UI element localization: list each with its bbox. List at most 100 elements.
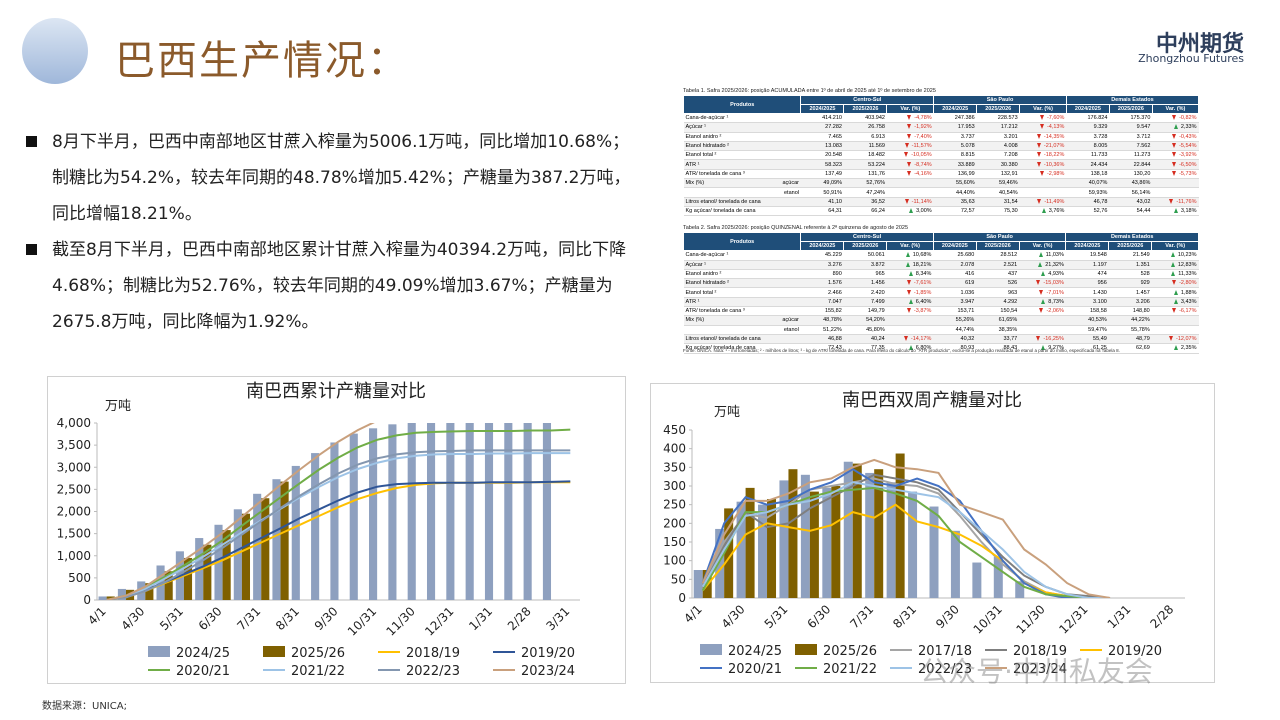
table-cell: 619 (933, 278, 977, 289)
table-cell: 474 (1065, 269, 1109, 280)
x-tick-label: 10/31 (345, 604, 379, 638)
legend-swatch (795, 644, 817, 655)
table-cell: -2,06% (1019, 306, 1066, 317)
table-cell: ATR ¹ (683, 297, 801, 308)
table-cell: 3.872 (843, 260, 887, 270)
table-cell: 3,18% (1152, 206, 1199, 217)
table-cell: Etanol hidratado ² (683, 141, 801, 152)
table-cell: Etanol total ² (683, 150, 801, 161)
legend-label: 2020/21 (728, 662, 782, 677)
header-row: 2024/2025 2025/2026 Var. (%) 2024/2025 2025/… (684, 104, 1200, 114)
table-cell: 3.712 (1109, 132, 1153, 142)
source: 数据来源：UNICA; (42, 701, 127, 712)
table-cell: 47,24% (843, 187, 887, 198)
table-cell: 50.061 (843, 250, 887, 261)
header-cell: Produtos (682, 95, 802, 114)
y-tick-label: 150 (663, 535, 686, 549)
table-cell: 40,24 (843, 334, 887, 345)
table-row: Litros etanol/ tonelada de cana 46,88 40,2… (683, 334, 1199, 345)
table-cell: 3,00% (886, 206, 934, 217)
table-cell: 4.292 (976, 297, 1020, 308)
table-cell: 77,35 (843, 343, 887, 354)
table-row: etanol 51,22% 45,80% 44,74% 38,35% 59,47% 55,7… (683, 325, 1199, 335)
group-label: Mix (%) açúcar (683, 178, 801, 189)
chart-frame (650, 383, 1215, 683)
table-cell: 11.569 (843, 141, 887, 152)
table-row: ATR/ tonelada de cana ³ 155,82 149,79 -3,87… (683, 306, 1199, 317)
x-tick-label: 1/31 (466, 604, 495, 633)
table-cell: 61,65% (976, 315, 1020, 326)
subheader-cell: 2025/2026 (843, 241, 888, 252)
legend-label: 2021/22 (291, 664, 345, 679)
table-cell: 3,76% (1019, 206, 1067, 217)
table-cell: 59,46% (976, 178, 1020, 189)
y-tick-label: 50 (671, 572, 686, 586)
legend-label: 2018/19 (1013, 644, 1067, 659)
table-cell: 48,78% (800, 315, 844, 326)
legend-swatch (263, 646, 285, 657)
x-tick-label: 2/28 (505, 604, 534, 633)
y-tick-label: 4,000 (57, 416, 91, 430)
bar (542, 423, 552, 600)
logo-decoration (22, 18, 88, 84)
bar (330, 442, 339, 600)
bar (388, 424, 397, 600)
legend-label: 2023/24 (1013, 662, 1067, 677)
table-cell: Litros etanol/ tonelada de cana (683, 334, 801, 345)
y-tick-label: 350 (663, 460, 686, 474)
table-cell: 7.499 (843, 297, 887, 308)
table-cell: 148,80 (1108, 306, 1152, 317)
table-cell: Cana-de-açúcar ¹ (683, 250, 801, 261)
table-cell: 45,80% (843, 325, 887, 335)
table-title: Tabela 1. Safra 2025/2026: posição ACUMU… (683, 88, 936, 94)
subheader-cell: 2025/2026 (843, 104, 888, 114)
empty-cell (1019, 315, 1066, 326)
y-tick-label: 0 (678, 591, 686, 605)
table-cell: 131,76 (843, 169, 887, 180)
slide-title: 巴西生产情况： (115, 38, 409, 84)
bar (972, 562, 982, 598)
y-tick-label: 3,500 (57, 438, 91, 452)
table-cell: 38,35% (976, 325, 1020, 335)
x-tick-label: 7/31 (847, 602, 876, 631)
empty-cell (1151, 315, 1199, 326)
bar (145, 583, 154, 600)
table-row: Etanol total ² 2.466 2.420 -1,85% 1.036 963 -7… (683, 287, 1199, 298)
table-cell: 403.942 (843, 113, 887, 124)
table-row: Açúcar ¹ 3.276 3.872 18,21% 2.078 2.521 21,32%… (683, 260, 1199, 270)
table-cell: 6.913 (843, 132, 887, 142)
table: Produtos Centro-Sul São Paulo Demais Estado… (682, 95, 1200, 217)
y-tick-label: 1,000 (57, 549, 91, 563)
bar (407, 423, 416, 600)
legend-label: 2017/18 (918, 644, 972, 659)
table-cell: 50,91% (800, 187, 844, 198)
bullet: 截至8月下半月，巴西中南部地区累计甘蔗入榨量为40394.2万吨，同比下降4.6… (22, 232, 632, 340)
table-cell: 3.201 (976, 132, 1020, 142)
legend-swatch (148, 646, 170, 657)
table-cell: 66,24 (843, 206, 887, 217)
y-tick-label: 500 (68, 571, 91, 585)
bar (800, 474, 810, 598)
table-cell: 3.100 (1065, 297, 1109, 308)
table-cell: 40,54% (976, 187, 1020, 198)
table-cell: 1.457 (1108, 287, 1152, 298)
bar (233, 509, 242, 600)
table-cell: 6,80% (886, 343, 934, 354)
table-cell: 7.562 (1109, 141, 1153, 152)
bar (736, 501, 746, 598)
legend-label: 2025/26 (823, 644, 877, 659)
table-cell: 526 (976, 278, 1020, 289)
table-cell: 1.430 (1065, 287, 1109, 298)
table-cell: Kg açúcar/ tonelada de cana (683, 343, 801, 354)
bar (523, 423, 532, 600)
table-cell: 149,79 (843, 306, 887, 317)
y-axis-label: 万吨 (714, 405, 740, 420)
table-cell: 1.456 (843, 278, 887, 289)
table-cell: 51,22% (800, 325, 844, 335)
bullet: 8月下半月，巴西中南部地区甘蔗入榨量为5006.1万吨，同比增加10.68%；制… (22, 124, 632, 232)
table-cell: 59,93% (1066, 187, 1110, 198)
table-row: Mix (%) açúcar 49,09% 52,76% 55,60% 59,46% 40,… (683, 178, 1199, 189)
table-cell: ATR ¹ (683, 159, 801, 170)
table-row: Etanol anidro ² 890 965 8,34% 416 437 4,93% 474… (683, 269, 1199, 280)
